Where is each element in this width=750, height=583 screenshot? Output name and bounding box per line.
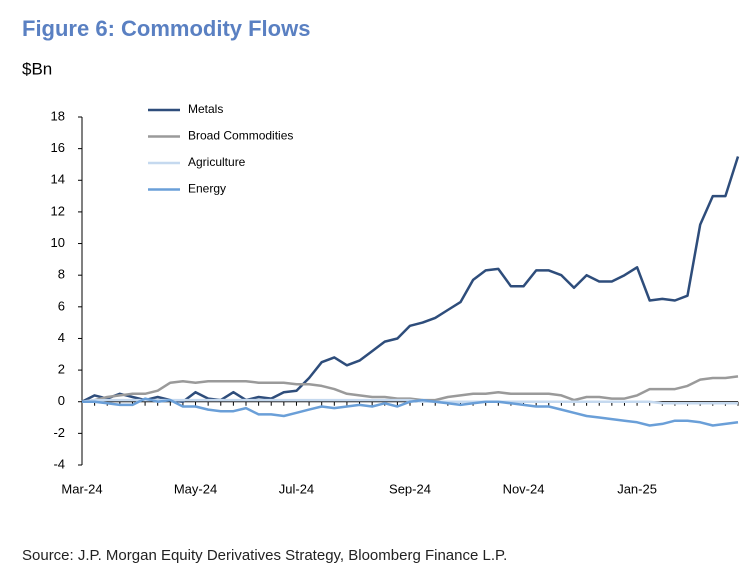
y-tick-label: 0 xyxy=(58,393,65,408)
source: Source: J.P. Morgan Equity Derivatives S… xyxy=(22,547,507,564)
legend-label: Energy xyxy=(188,182,226,196)
x-tick-label: Mar-24 xyxy=(61,481,102,496)
y-tick-label: 4 xyxy=(58,330,65,345)
chart-title: Figure 6: Commodity Flows xyxy=(22,16,310,41)
y-tick-label: 6 xyxy=(58,298,65,313)
line-series xyxy=(81,375,739,403)
x-tick-label: Sep-24 xyxy=(389,481,431,496)
y-tick-label: 12 xyxy=(51,203,65,218)
y-tick-label: 2 xyxy=(58,362,65,377)
y-tick-label: 8 xyxy=(58,267,65,282)
legend-label: Metals xyxy=(188,102,223,116)
y-axis-label: $Bn xyxy=(22,59,52,78)
line-series xyxy=(81,398,738,405)
y-tick-label: 18 xyxy=(51,108,65,123)
y-tick-label: 14 xyxy=(51,172,65,187)
x-tick-label: Jan-25 xyxy=(617,481,657,496)
x-tick-label: Jul-24 xyxy=(279,481,314,496)
y-tick-label: -4 xyxy=(53,456,65,471)
y-tick-label: -2 xyxy=(53,425,65,440)
x-tick-label: May-24 xyxy=(174,481,217,496)
y-tick-label: 10 xyxy=(51,235,65,250)
y-tick-label: 16 xyxy=(51,140,65,155)
line-series xyxy=(81,156,740,403)
line-series xyxy=(82,397,739,427)
x-tick-label: Nov-24 xyxy=(503,481,545,496)
legend-label: Broad Commodities xyxy=(188,129,293,143)
legend-label: Agriculture xyxy=(188,155,246,169)
